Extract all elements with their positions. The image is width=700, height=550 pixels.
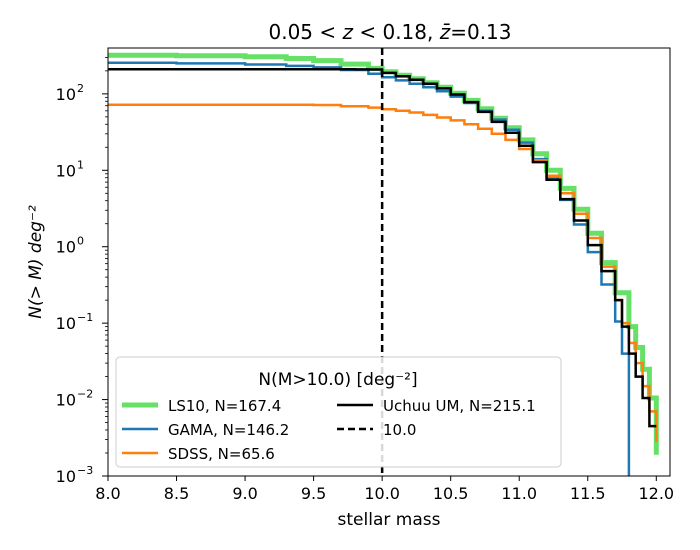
legend-box (115, 356, 562, 468)
y-tick-label: 10 (56, 314, 76, 333)
y-tick-exponent: −2 (77, 388, 93, 401)
legend-entry-ls10: LS10, N=167.4 (168, 397, 281, 415)
title-mean: z̄ (439, 20, 451, 44)
x-tick-label: 11.0 (501, 484, 537, 503)
x-tick-label: 8.5 (164, 484, 189, 503)
x-tick-label: 8.0 (95, 484, 120, 503)
y-tick-exponent: −1 (77, 311, 93, 324)
plot-frame (107, 47, 671, 477)
legend-entry-vline: 10.0 (383, 421, 416, 439)
x-axis-label: stellar mass (338, 510, 441, 530)
y-tick-label: 10 (56, 238, 76, 257)
y-tick-exponent: 1 (77, 158, 84, 171)
x-tick-label: 9.5 (301, 484, 326, 503)
x-tick-label: 11.5 (570, 484, 606, 503)
title-suffix: =0.13 (450, 20, 511, 44)
x-tick-label: 10.5 (433, 484, 469, 503)
y-tick-label: 10 (56, 467, 76, 486)
x-tick-label: 10.0 (364, 484, 400, 503)
y-tick-exponent: 2 (77, 82, 84, 95)
legend-entry-sdss: SDSS, N=65.6 (168, 445, 275, 463)
y-tick-exponent: 0 (77, 235, 84, 248)
title-prefix: 0.05 < (268, 20, 342, 44)
x-tick-label: 9.0 (232, 484, 257, 503)
y-tick-label: 10 (56, 85, 76, 104)
legend-title: N(M>10.0) [deg⁻²] (258, 370, 417, 390)
y-tick-label: 10 (56, 391, 76, 410)
y-tick-exponent: −3 (77, 464, 93, 477)
legend-entry-uchuu: Uchuu UM, N=215.1 (383, 397, 536, 415)
title-var: z (342, 20, 354, 44)
x-tick-label: 12.0 (638, 484, 674, 503)
y-tick-label: 10 (56, 161, 76, 180)
x-axis: 8.0 8.5 9.0 9.5 10.0 10.5 11.0 11.5 12.0 (95, 476, 674, 503)
y-axis-label: N(> M) deg⁻² (26, 205, 46, 319)
chart-title: 0.05 < z < 0.18, z̄=0.13 (268, 20, 511, 44)
legend-entry-gama: GAMA, N=146.2 (168, 421, 289, 439)
title-mid: < 0.18, (353, 20, 440, 44)
legend: N(M>10.0) [deg⁻²] LS10, N=167.4 GAMA, N=… (115, 356, 562, 468)
